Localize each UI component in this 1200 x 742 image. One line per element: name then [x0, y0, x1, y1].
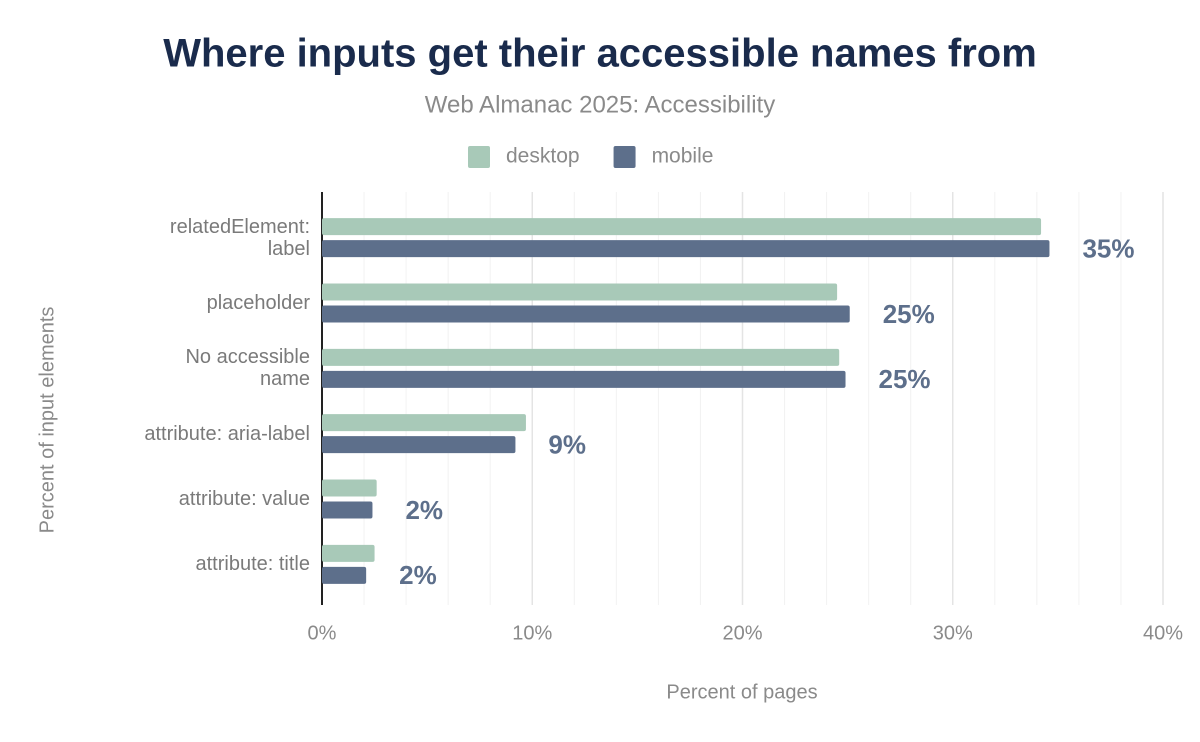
bar — [322, 544, 375, 562]
chart-title: Where inputs get their accessible names … — [163, 32, 1037, 76]
y-tick-label: No accessible name — [185, 346, 310, 391]
bar — [322, 305, 850, 323]
x-tick-label: 0% — [308, 622, 337, 644]
y-tick-label: attribute: value — [178, 488, 310, 510]
bar — [322, 348, 840, 366]
legend-swatch — [613, 146, 636, 168]
x-tick-label: 30% — [933, 622, 973, 644]
bar — [322, 501, 373, 519]
x-axis-title: Percent of pages — [666, 681, 817, 703]
data-label: 2% — [399, 560, 437, 590]
bar — [322, 218, 1042, 236]
bar — [322, 240, 1050, 258]
data-label: 35% — [1082, 234, 1134, 264]
bar — [322, 479, 377, 497]
legend-label: desktop — [506, 145, 580, 168]
bar — [322, 414, 526, 432]
chart-subtitle: Web Almanac 2025: Accessibility — [425, 91, 775, 118]
y-tick-label: attribute: aria-label — [144, 422, 310, 445]
x-tick-label: 10% — [512, 622, 552, 644]
legend-label: mobile — [652, 145, 714, 168]
legend-swatch — [468, 146, 490, 168]
y-tick-label: attribute: title — [195, 553, 310, 576]
data-label: 2% — [405, 495, 443, 525]
x-tick-label: 20% — [722, 622, 762, 644]
bar — [322, 436, 516, 454]
bar — [322, 370, 846, 388]
x-tick-label: 40% — [1143, 622, 1183, 644]
y-tick-label: placeholder — [206, 292, 310, 314]
y-tick-label: relatedElement: label — [169, 215, 310, 260]
data-label: 25% — [883, 299, 935, 329]
y-axis-title: Percent of input elements — [36, 307, 58, 534]
data-label: 25% — [879, 364, 931, 394]
bar — [322, 283, 838, 301]
bar — [322, 566, 367, 584]
data-label: 9% — [548, 430, 586, 460]
